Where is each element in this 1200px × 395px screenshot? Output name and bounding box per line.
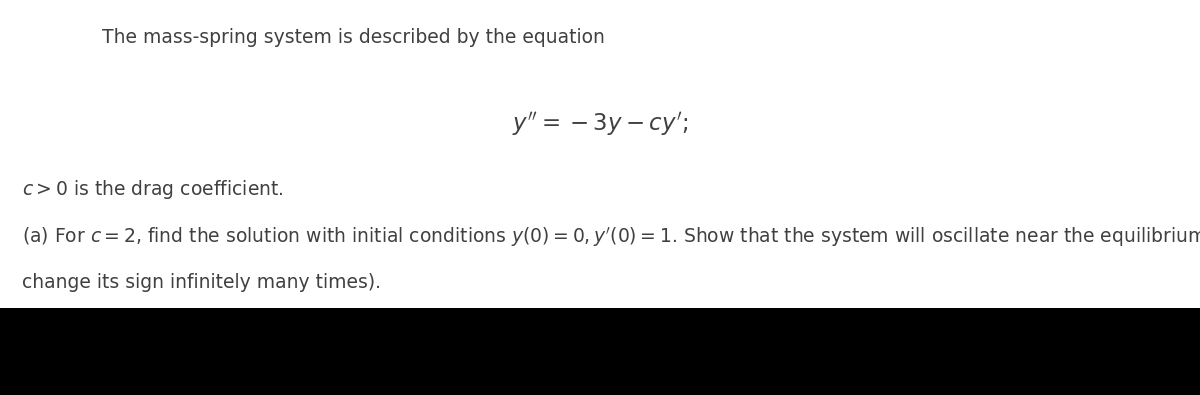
Bar xyxy=(0,308,1200,395)
Bar xyxy=(0,0,1200,308)
Text: The mass-spring system is described by the equation: The mass-spring system is described by t… xyxy=(102,28,605,47)
Text: change its sign infinitely many times).: change its sign infinitely many times). xyxy=(22,273,380,292)
Text: (b) For $c = 4$, find the solution with initial conditions $y(0) = 0, y'(0) = 1$: (b) For $c = 4$, find the solution with … xyxy=(22,310,1200,334)
Text: $c > 0$ is the drag coefficient.: $c > 0$ is the drag coefficient. xyxy=(22,178,283,201)
Text: equilibrium $y = 0$ as $t \to +\infty$.: equilibrium $y = 0$ as $t \to +\infty$. xyxy=(22,354,288,376)
Text: $y'' = -3y - cy';$: $y'' = -3y - cy';$ xyxy=(512,111,688,139)
Text: (a) For $c = 2$, find the solution with initial conditions $y(0) = 0, y'(0) = 1$: (a) For $c = 2$, find the solution with … xyxy=(22,225,1200,249)
